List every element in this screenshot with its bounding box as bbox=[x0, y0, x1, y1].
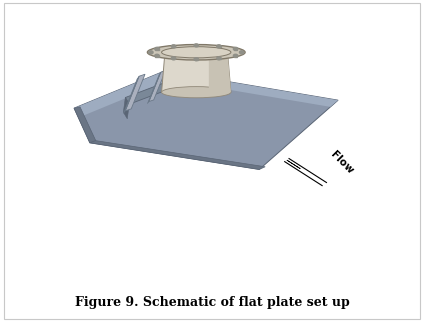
Circle shape bbox=[233, 47, 238, 50]
Polygon shape bbox=[74, 71, 338, 169]
Ellipse shape bbox=[162, 47, 231, 58]
Ellipse shape bbox=[162, 87, 231, 98]
Polygon shape bbox=[90, 141, 265, 169]
Circle shape bbox=[217, 45, 221, 48]
Circle shape bbox=[155, 47, 159, 50]
Circle shape bbox=[171, 57, 176, 60]
Circle shape bbox=[217, 57, 221, 60]
Circle shape bbox=[155, 54, 159, 57]
Bar bbox=[218, 58, 220, 59]
Polygon shape bbox=[287, 160, 300, 169]
Ellipse shape bbox=[148, 44, 245, 60]
Circle shape bbox=[194, 58, 198, 61]
Bar bbox=[234, 48, 237, 50]
Polygon shape bbox=[157, 71, 338, 107]
Ellipse shape bbox=[163, 49, 229, 59]
Polygon shape bbox=[126, 74, 145, 111]
Bar bbox=[240, 52, 243, 53]
Circle shape bbox=[149, 51, 153, 54]
Polygon shape bbox=[148, 72, 161, 104]
Bar bbox=[195, 45, 198, 46]
Bar bbox=[172, 58, 175, 59]
Bar bbox=[172, 46, 175, 47]
Bar bbox=[234, 55, 237, 57]
Polygon shape bbox=[74, 71, 173, 116]
Polygon shape bbox=[173, 70, 187, 93]
Circle shape bbox=[194, 44, 198, 47]
Text: Figure 9. Schematic of flat plate set up: Figure 9. Schematic of flat plate set up bbox=[75, 296, 349, 309]
Circle shape bbox=[240, 51, 244, 54]
Polygon shape bbox=[74, 107, 96, 143]
Text: Flow: Flow bbox=[328, 149, 355, 176]
Polygon shape bbox=[126, 72, 196, 104]
Bar bbox=[149, 52, 152, 53]
Polygon shape bbox=[171, 71, 182, 95]
Bar bbox=[195, 59, 198, 60]
Polygon shape bbox=[162, 55, 231, 92]
Polygon shape bbox=[123, 76, 139, 114]
Polygon shape bbox=[209, 55, 231, 92]
Bar bbox=[155, 48, 159, 50]
Polygon shape bbox=[123, 98, 129, 119]
Circle shape bbox=[233, 54, 238, 57]
Circle shape bbox=[171, 45, 176, 48]
Polygon shape bbox=[149, 71, 165, 101]
Bar bbox=[218, 46, 220, 47]
Bar bbox=[155, 55, 159, 57]
